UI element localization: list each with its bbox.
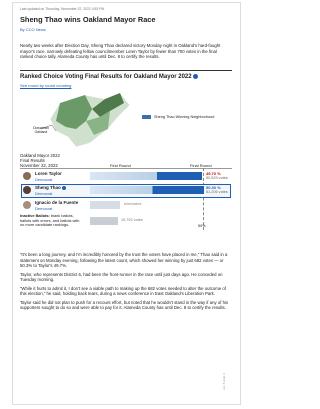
intro: Nearly two weeks after Election Day, She… bbox=[20, 43, 230, 60]
bar bbox=[90, 172, 202, 180]
paragraph: Taylor said he did not plan to push for … bbox=[20, 300, 230, 311]
race-info: Oakland Mayor 2022 Final Results Novembe… bbox=[20, 153, 60, 168]
final-votes: 50,529 votes bbox=[206, 176, 228, 180]
candidate-name: Ignacio de la Fuente bbox=[35, 200, 78, 205]
page: Last updated on Thursday, November 22, 2… bbox=[0, 0, 252, 409]
inactive-votes: 10,792 votes bbox=[121, 218, 143, 222]
avatar bbox=[23, 186, 31, 194]
inactive-label: Inactive Ballots: blank ballots, ballots… bbox=[20, 214, 84, 228]
avatar bbox=[23, 201, 31, 209]
paragraph: “It's been a long journey, and I'm incre… bbox=[20, 252, 230, 269]
threshold: 50% bbox=[198, 224, 206, 228]
check-icon bbox=[193, 74, 198, 79]
candidate-name: Sheng Thao bbox=[35, 185, 66, 190]
avatar bbox=[23, 172, 31, 180]
round-link[interactable]: See round by round counting bbox=[20, 83, 71, 88]
title: Sheng Thao wins Oakland Mayor Race bbox=[20, 15, 156, 24]
candidate-name-text: Sheng Thao bbox=[35, 185, 61, 190]
byline[interactable]: By CCO News bbox=[20, 27, 46, 32]
legend-text: Sheng Thao Winning Neighborhood bbox=[154, 115, 214, 119]
final-votes: 51,206 votes bbox=[206, 190, 228, 194]
chart-box: Ranked Choice Voting Final Results for O… bbox=[20, 70, 232, 235]
divider bbox=[20, 168, 232, 169]
paragraph: “While it hurts to admit it, I don't see… bbox=[20, 286, 230, 297]
legend: Sheng Thao Winning Neighborhood bbox=[142, 115, 214, 119]
check-icon bbox=[62, 186, 66, 190]
party: Democrat bbox=[35, 206, 52, 211]
eliminated: eliminated bbox=[124, 202, 141, 206]
party: Democrat bbox=[35, 191, 52, 196]
updated: Last updated on Thursday, November 22, 2… bbox=[20, 7, 104, 11]
bar bbox=[90, 186, 204, 194]
bar bbox=[90, 217, 118, 225]
candidate-name: Loren Taylor bbox=[35, 171, 62, 176]
map-label: Downtown Oakland bbox=[28, 126, 54, 134]
map bbox=[30, 91, 135, 151]
chart-title-text: Ranked Choice Voting Final Results for O… bbox=[20, 74, 192, 80]
chart-title: Ranked Choice Voting Final Results for O… bbox=[20, 74, 198, 80]
party: Democrat bbox=[35, 177, 52, 182]
body: “It's been a long journey, and I'm incre… bbox=[20, 252, 230, 311]
footer: ver. 8 style 4 bbox=[222, 373, 226, 390]
paragraph: Taylor, who represents District 6, had b… bbox=[20, 272, 230, 283]
threshold-line bbox=[203, 168, 204, 230]
bar bbox=[90, 201, 120, 209]
